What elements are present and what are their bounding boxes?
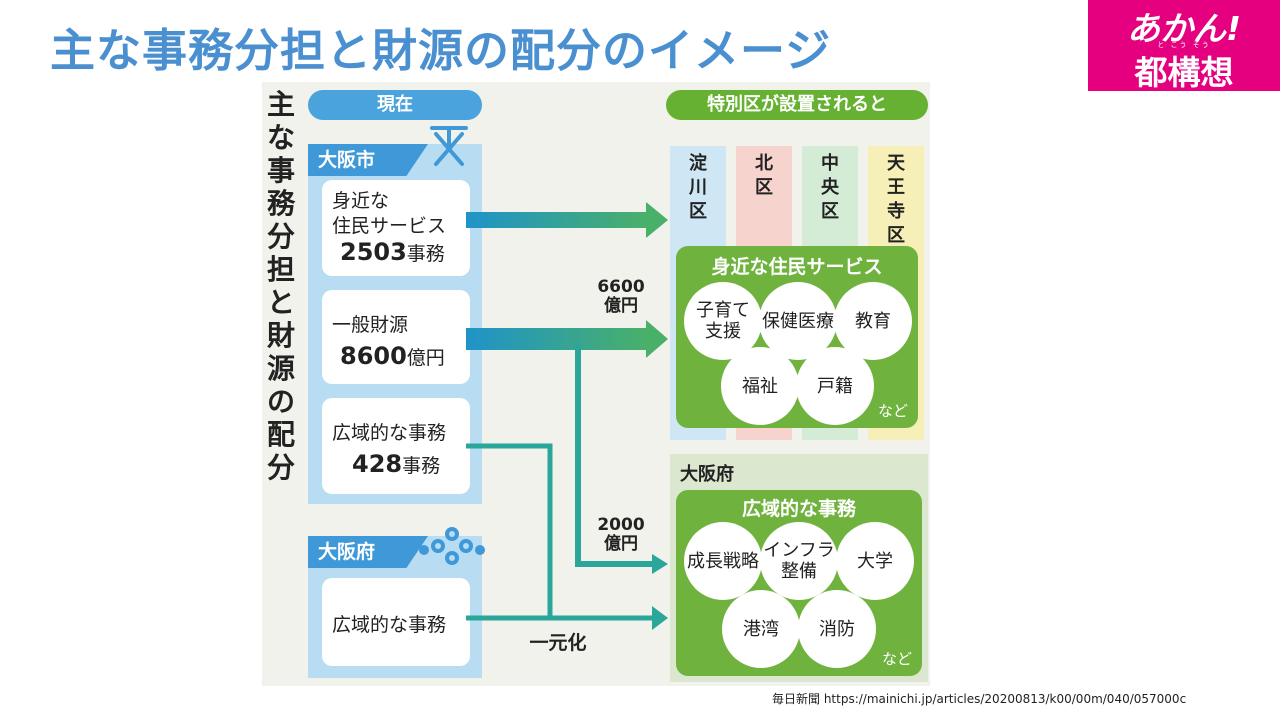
service-item-0: 子育て 支援 <box>684 282 762 360</box>
pref-item-1: インフラ 整備 <box>760 522 838 600</box>
osaka-pref-tab: 大阪府 <box>308 536 428 568</box>
brand-logo-ruby: と こう そう <box>1157 41 1211 49</box>
ward-name-2: 中央区 <box>821 153 839 222</box>
city-wide-unit: 事務 <box>402 455 441 477</box>
osaka-pref-emblem-icon <box>419 527 485 565</box>
service-item-3: 福祉 <box>721 347 799 425</box>
city-services-amount: 2503 <box>340 238 407 266</box>
city-services-unit: 事務 <box>406 243 445 265</box>
ward-services-panel: 身近な住民サービス 子育て 支援 保健医療 教育 福祉 戸籍 など <box>676 246 918 428</box>
ward-services-etc: など <box>878 402 909 420</box>
ward-services-title: 身近な住民サービス <box>711 256 883 278</box>
city-services-line1: 身近な <box>332 190 390 212</box>
city-wide-amount: 428 <box>352 450 403 478</box>
arrow-unify <box>466 443 668 630</box>
city-services-box: 身近な 住民サービス 2503事務 <box>322 180 470 276</box>
ward-name-0: 淀川区 <box>689 153 707 222</box>
pref-wide-etc: など <box>882 650 913 668</box>
allocation-figure: 主な事務分担と財源の配分 現在 大阪市 身近な 住民サービス 2503事務 一般… <box>262 82 930 686</box>
pref-wide-box: 広域的な事務 <box>322 578 470 666</box>
pref-item-0: 成長戦略 <box>684 522 762 600</box>
figure-vertical-title: 主な事務分担と財源の配分 <box>266 88 295 484</box>
brand-logo-line1: あかん! <box>1126 9 1242 48</box>
ward-name-1: 北区 <box>755 153 773 198</box>
service-item-4: 戸籍 <box>796 347 874 425</box>
osaka-city-panel: 大阪市 身近な 住民サービス 2503事務 一般財源 8600億円 広域的な事務… <box>308 144 482 504</box>
flow-label-unify: 一元化 <box>529 632 587 654</box>
pref-item-2: 大学 <box>836 522 914 600</box>
pref-wide-title: 広域的な事務 <box>741 498 856 520</box>
city-finance-amount: 8600 <box>340 342 407 370</box>
city-services-line2: 住民サービス <box>332 215 447 237</box>
osaka-pref-after-panel: 大阪府 広域的な事務 成長戦略 インフラ 整備 大学 港湾 消防 など <box>670 454 928 682</box>
city-wide-line1: 広域的な事務 <box>332 422 447 444</box>
service-item-1: 保健医療 <box>759 282 837 360</box>
current-label: 現在 <box>308 90 482 120</box>
brand-logo-line2: 都構想 <box>1134 53 1234 92</box>
pref-item-4: 消防 <box>798 590 876 668</box>
pref-item-3: 港湾 <box>722 590 800 668</box>
city-finance-line1: 一般財源 <box>332 314 409 336</box>
pref-wide-text: 広域的な事務 <box>332 614 447 636</box>
city-finance-box: 一般財源 8600億円 <box>322 290 470 384</box>
osaka-city-emblem-icon <box>430 126 468 166</box>
citation: 毎日新聞 https://mainichi.jp/articles/202008… <box>772 692 1187 706</box>
pref-wide-panel: 広域的な事務 成長戦略 インフラ 整備 大学 港湾 消防 など <box>676 490 922 676</box>
arrow-services <box>466 202 668 238</box>
arrow-finance <box>466 320 668 574</box>
slide-title: 主な事務分担と財源の配分のイメージ <box>50 24 832 77</box>
brand-logo: あかん! と こう そう 都構想 <box>1088 0 1280 92</box>
ward-name-3: 天王寺区 <box>887 153 905 246</box>
osaka-city-tab: 大阪市 <box>308 144 428 176</box>
flow-label-to-wards: 6600 億円 <box>597 277 645 316</box>
flow-arrows <box>466 202 668 630</box>
flow-label-to-pref: 2000 億円 <box>597 515 645 554</box>
service-item-2: 教育 <box>834 282 912 360</box>
osaka-pref-after-label: 大阪府 <box>680 464 734 485</box>
city-wide-box: 広域的な事務 428事務 <box>322 398 470 494</box>
after-label: 特別区が設置されると <box>666 90 928 120</box>
city-finance-unit: 億円 <box>406 347 445 369</box>
